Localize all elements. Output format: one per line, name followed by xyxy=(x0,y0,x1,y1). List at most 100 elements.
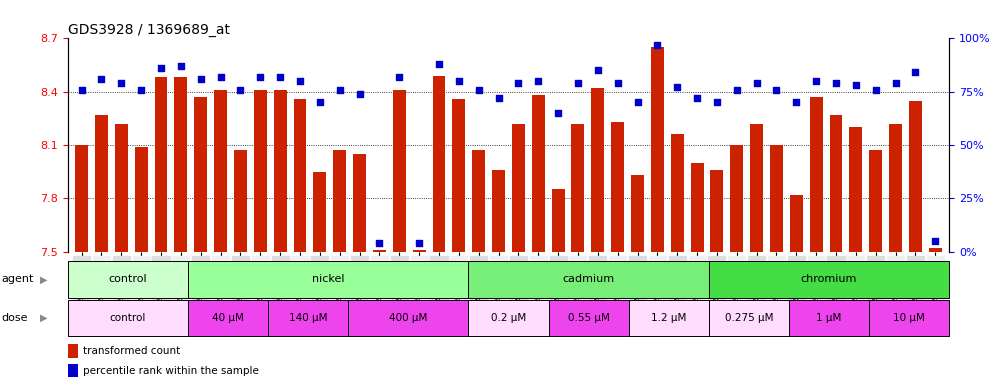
Point xyxy=(907,70,923,76)
Point xyxy=(510,80,526,86)
Point xyxy=(451,78,467,84)
Point xyxy=(471,86,487,93)
Bar xyxy=(850,127,863,252)
Point xyxy=(887,80,903,86)
Text: cadmium: cadmium xyxy=(563,274,615,285)
Point xyxy=(828,80,844,86)
Text: GDS3928 / 1369689_at: GDS3928 / 1369689_at xyxy=(68,23,230,37)
Point xyxy=(74,86,90,93)
Point xyxy=(292,78,308,84)
Bar xyxy=(631,175,644,252)
Point xyxy=(114,80,129,86)
Text: 1 μM: 1 μM xyxy=(817,313,842,323)
Bar xyxy=(268,300,349,336)
Bar xyxy=(690,163,703,252)
Text: 1.2 μM: 1.2 μM xyxy=(651,313,686,323)
Point xyxy=(808,78,824,84)
Point xyxy=(94,76,110,82)
Point xyxy=(332,86,348,93)
Point xyxy=(689,95,705,101)
Point xyxy=(232,86,248,93)
Point xyxy=(848,82,864,88)
Bar xyxy=(472,150,485,252)
Bar xyxy=(789,300,870,336)
Text: 0.55 μM: 0.55 μM xyxy=(568,313,610,323)
Bar xyxy=(68,364,78,377)
Point xyxy=(372,240,387,246)
Bar xyxy=(194,97,207,252)
Bar xyxy=(730,145,743,252)
Bar xyxy=(452,99,465,252)
Point xyxy=(709,99,725,106)
Bar xyxy=(552,189,565,252)
Bar xyxy=(909,101,922,252)
Point xyxy=(789,99,805,106)
Bar xyxy=(709,261,949,298)
Bar xyxy=(670,134,683,252)
Bar xyxy=(294,99,307,252)
Text: 40 μM: 40 μM xyxy=(212,313,244,323)
Bar xyxy=(95,115,108,252)
Bar xyxy=(572,124,585,252)
Bar xyxy=(134,147,147,252)
Bar xyxy=(234,150,247,252)
Point xyxy=(252,74,268,80)
Bar xyxy=(392,90,405,252)
Text: ▶: ▶ xyxy=(40,274,48,285)
Point xyxy=(649,42,665,48)
Bar xyxy=(468,261,709,298)
Text: 10 μM: 10 μM xyxy=(893,313,925,323)
Bar xyxy=(770,145,783,252)
Bar xyxy=(790,195,803,252)
Bar xyxy=(188,300,268,336)
Bar xyxy=(709,300,789,336)
Point xyxy=(212,74,228,80)
Bar xyxy=(612,122,624,252)
Bar xyxy=(830,115,843,252)
Point xyxy=(927,238,943,244)
Bar xyxy=(68,344,78,358)
Text: control: control xyxy=(109,274,147,285)
Point xyxy=(272,74,288,80)
Point xyxy=(550,110,566,116)
Bar xyxy=(334,150,347,252)
Bar xyxy=(214,90,227,252)
Bar xyxy=(512,124,525,252)
Point xyxy=(868,86,883,93)
Point xyxy=(193,76,209,82)
Point xyxy=(352,91,368,97)
Bar xyxy=(628,300,709,336)
Text: 140 μM: 140 μM xyxy=(289,313,328,323)
Bar xyxy=(75,145,88,252)
Bar xyxy=(870,300,949,336)
Bar xyxy=(349,300,468,336)
Point xyxy=(133,86,149,93)
Point xyxy=(153,65,169,71)
Bar xyxy=(870,150,882,252)
Bar xyxy=(432,76,445,252)
Point xyxy=(590,67,606,73)
Text: control: control xyxy=(110,313,146,323)
Bar xyxy=(188,261,468,298)
Text: 0.275 μM: 0.275 μM xyxy=(725,313,773,323)
Point xyxy=(570,80,586,86)
Text: dose: dose xyxy=(1,313,28,323)
Point xyxy=(729,86,745,93)
Bar xyxy=(549,300,628,336)
Bar xyxy=(750,124,763,252)
Point xyxy=(610,80,625,86)
Bar xyxy=(532,95,545,252)
Bar xyxy=(68,300,188,336)
Point xyxy=(491,95,507,101)
Bar xyxy=(154,78,167,252)
Bar xyxy=(68,261,188,298)
Bar xyxy=(468,300,549,336)
Text: chromium: chromium xyxy=(801,274,858,285)
Point xyxy=(629,99,645,106)
Bar xyxy=(492,170,505,252)
Bar xyxy=(174,78,187,252)
Bar xyxy=(889,124,902,252)
Point xyxy=(530,78,546,84)
Text: percentile rank within the sample: percentile rank within the sample xyxy=(83,366,259,376)
Bar xyxy=(274,90,287,252)
